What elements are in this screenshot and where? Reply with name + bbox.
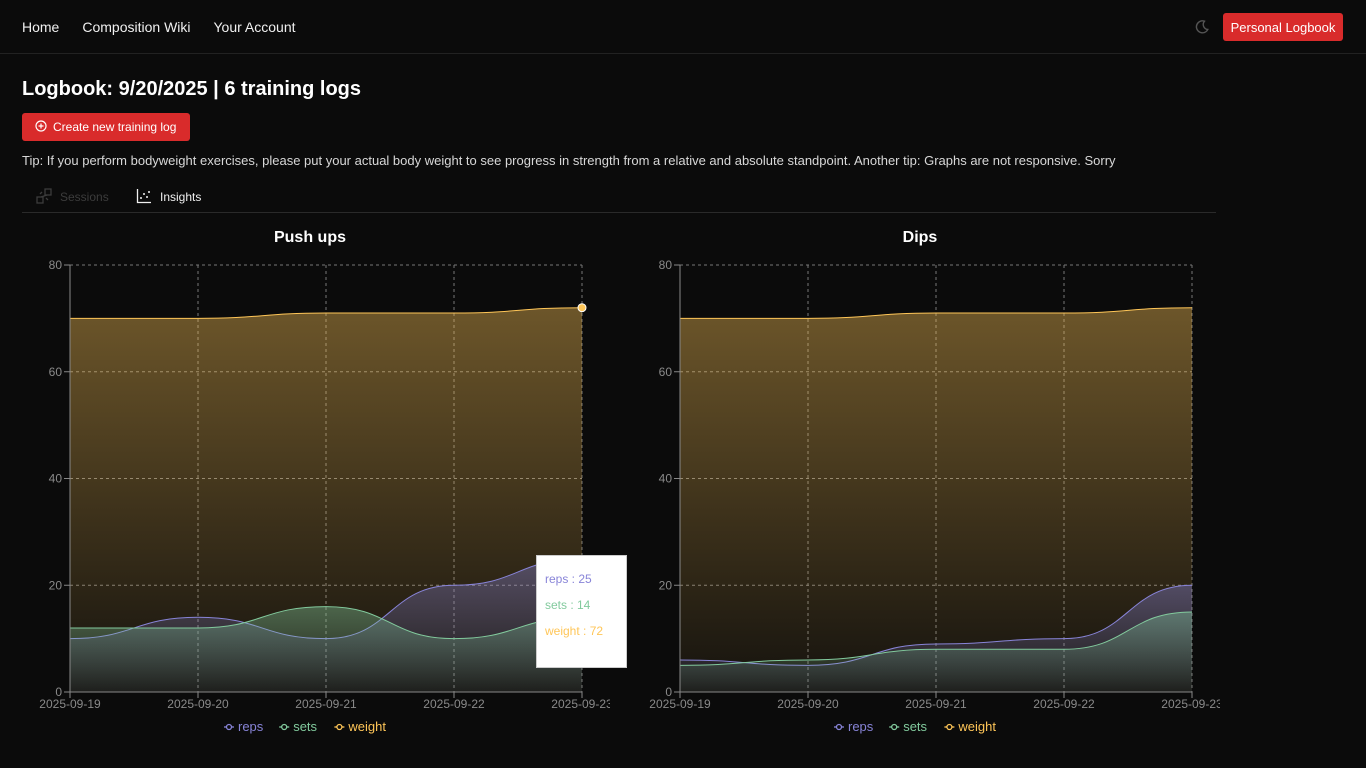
series-line-sets <box>679 611 1193 666</box>
tip-text: Tip: If you perform bodyweight exercises… <box>22 153 1116 168</box>
sessions-icon <box>36 187 52 207</box>
chart-svg: 0 20 40 60 80 2025-09-19 2025-09-20 2025-09-21 2… <box>39 258 610 734</box>
legend-label-weight: weight <box>347 719 386 734</box>
create-button-label: Create new training log <box>53 120 177 134</box>
tooltip-reps: reps : 25 <box>545 572 592 586</box>
series-line-weight <box>69 307 583 319</box>
tooltip-weight: weight : 72 <box>545 624 604 638</box>
chart-title: Dips <box>902 229 938 246</box>
top-navbar: Home Composition Wiki Your Account Perso… <box>0 0 1366 54</box>
area-sets <box>680 611 1192 692</box>
create-training-log-button[interactable]: Create new training log <box>22 113 190 141</box>
tab-sessions[interactable]: Sessions <box>36 182 109 212</box>
legend-label-sets: sets <box>903 719 927 734</box>
y-tick-label: 20 <box>659 578 673 592</box>
scatter-chart-icon <box>136 188 152 207</box>
legend-marker-reps <box>835 723 843 731</box>
main-nav: Home Composition Wiki Your Account <box>22 19 296 35</box>
x-tick-label: 2025-09-19 <box>39 697 101 711</box>
active-dot <box>577 303 587 313</box>
tooltip-sets: sets : 14 <box>545 598 591 612</box>
legend-label-weight: weight <box>957 719 996 734</box>
chart-dips: Dips 0 20 40 60 80 2025-09-19 2025-09-20 2025-0… <box>620 225 1220 745</box>
moon-icon[interactable] <box>1194 19 1210 35</box>
page-title: Logbook: 9/20/2025 | 6 training logs <box>22 78 362 100</box>
legend-marker-sets <box>281 723 288 731</box>
x-tick-label: 2025-09-22 <box>423 697 485 711</box>
tab-insights-label: Insights <box>160 190 202 204</box>
legend-marker-weight <box>336 723 343 731</box>
legend-marker-weight <box>946 723 953 731</box>
y-tick-label: 0 <box>55 685 62 699</box>
y-tick-label: 40 <box>49 472 63 486</box>
chart-tooltip: reps : 25 sets : 14 weight : 72 <box>536 555 627 668</box>
legend-marker-sets <box>891 723 898 731</box>
chart-push-ups: Push ups 0 20 40 60 80 2025-09-19 2025-09-20 20… <box>10 225 610 745</box>
x-tick-label: 2025-09-20 <box>777 697 839 711</box>
y-tick-label: 80 <box>49 258 63 272</box>
x-tick-label: 2025-09-21 <box>295 697 357 711</box>
x-tick-label: 2025-09-21 <box>905 697 967 711</box>
y-tick-label: 20 <box>49 578 63 592</box>
plus-circle-icon <box>35 119 47 135</box>
area-weight <box>680 307 1192 692</box>
y-tick-label: 60 <box>49 365 63 379</box>
y-tick-label: 80 <box>659 258 673 272</box>
y-tick-label: 40 <box>659 472 673 486</box>
series-line-sets <box>70 606 583 640</box>
y-tick-label: 60 <box>659 365 673 379</box>
area-sets <box>70 606 582 692</box>
x-tick-label: 2025-09-22 <box>1033 697 1095 711</box>
series-line-weight <box>680 307 1193 319</box>
x-tick-label: 2025-09-19 <box>649 697 711 711</box>
legend-label-sets: sets <box>293 719 317 734</box>
nav-home-link[interactable]: Home <box>22 19 60 35</box>
legend-label-reps: reps <box>238 719 264 734</box>
chart-title: Push ups <box>273 229 346 246</box>
personal-logbook-button[interactable]: Personal Logbook <box>1223 13 1343 41</box>
y-tick-label: 0 <box>665 685 672 699</box>
x-tick-label: 2025-09-20 <box>167 697 229 711</box>
legend-marker-reps <box>225 723 233 731</box>
legend-label-reps: reps <box>848 719 874 734</box>
tab-insights[interactable]: Insights <box>136 182 201 212</box>
chart-svg: 0 20 40 60 80 2025-09-19 2025-09-20 2025-09-21 2… <box>649 258 1220 734</box>
x-tick-label: 2025-09-23 <box>1161 697 1220 711</box>
view-tabs: Sessions Insights <box>22 182 1216 213</box>
nav-composition-wiki-link[interactable]: Composition Wiki <box>82 19 191 35</box>
x-tick-label: 2025-09-23 <box>551 697 610 711</box>
nav-your-account-link[interactable]: Your Account <box>213 19 296 35</box>
tab-sessions-label: Sessions <box>60 190 109 204</box>
